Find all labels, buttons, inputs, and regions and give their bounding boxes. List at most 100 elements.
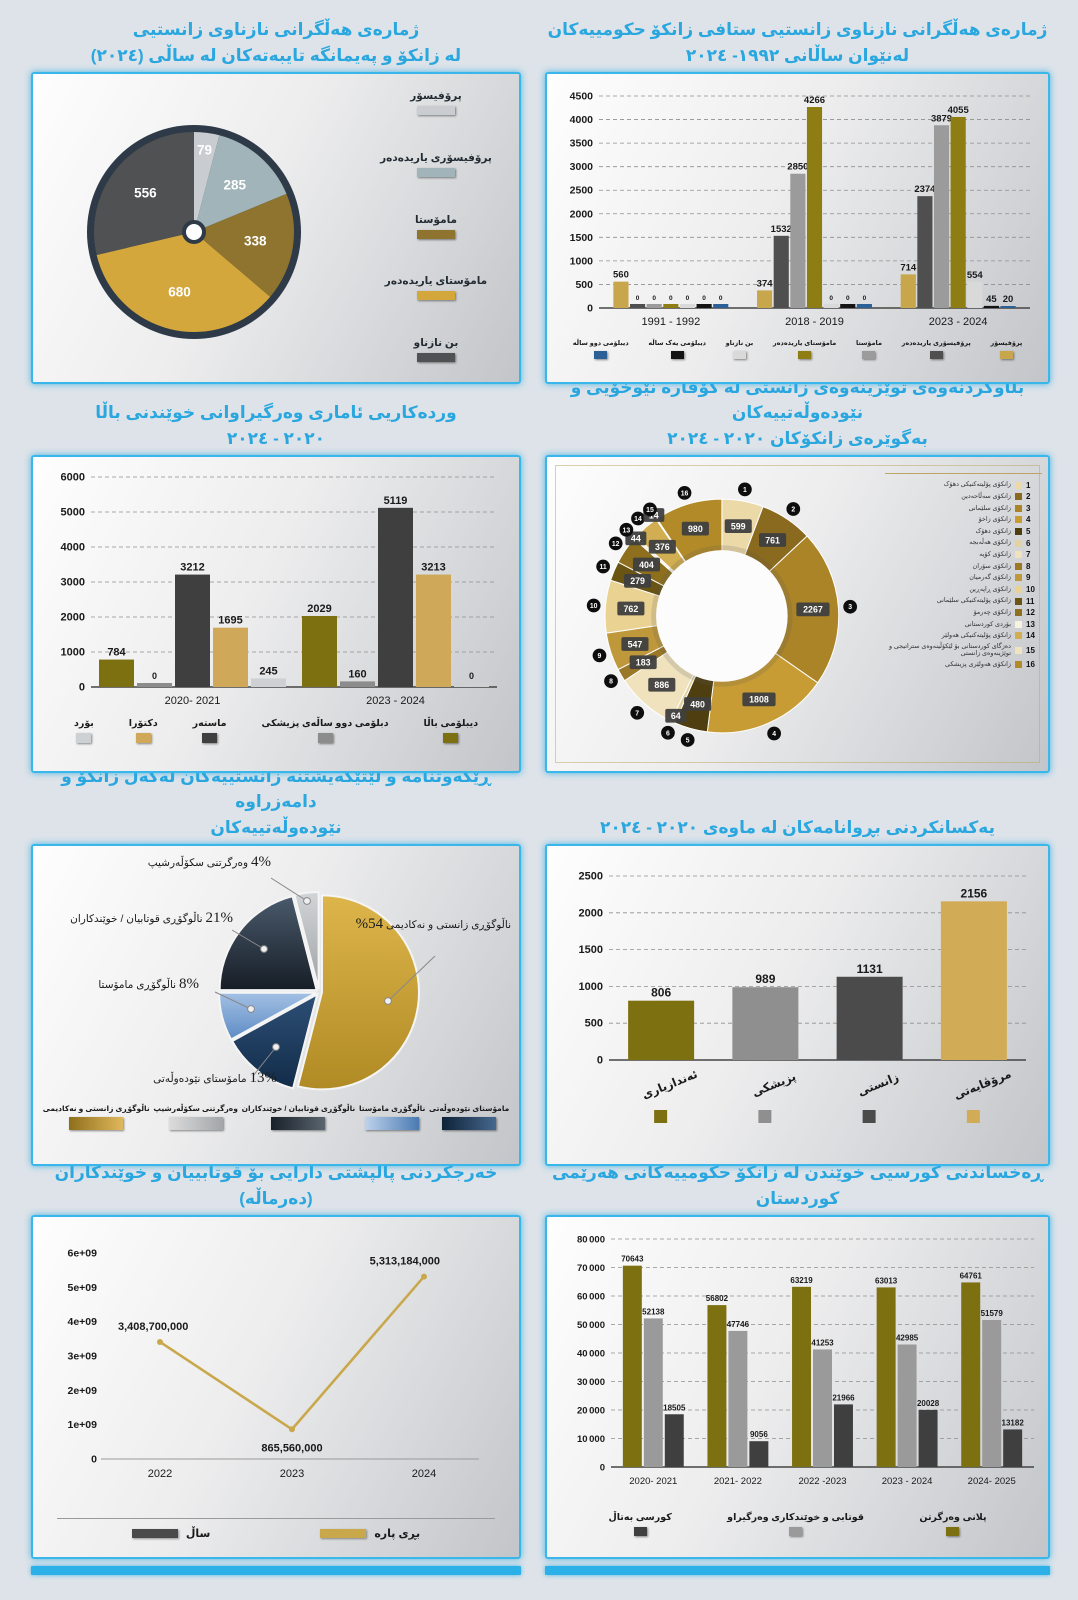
legend: پرۆفیسۆر پرۆفیسۆری یاریدەدەر مامۆستا مامۆست…: [553, 339, 1042, 359]
legend-item: پرۆفیسۆر: [990, 339, 1022, 359]
donut-index-badge: [608, 536, 623, 551]
legend-item: دیبلۆمی باڵا: [424, 718, 478, 743]
legend-swatch: [1015, 609, 1022, 617]
bar-value-label: 56802: [706, 1294, 729, 1303]
chart-title: وردەکاریی ئاماری وەرگیراوانی خوێندنی باڵ…: [95, 403, 457, 422]
legend-swatch: [69, 1117, 124, 1130]
legend-swatch: [1015, 661, 1022, 669]
bar-value-label: 0: [686, 295, 690, 302]
donut-index-number: 6: [666, 730, 670, 737]
y-tick-label: 1000: [570, 255, 594, 267]
slice-name: ناڵوگۆڕی مامۆستا: [98, 979, 179, 991]
legend-label: دەزگای کوردستانی بۆ لێکۆڵینەوەی ستراتیجی…: [888, 642, 1011, 658]
panel-title: خەرجکردنی پاڵپشتی دارایی بۆ قوتابییان و …: [31, 1163, 521, 1211]
bar-value-label: 2374: [914, 184, 936, 195]
x-category-label: 1991 - 1992: [641, 316, 700, 328]
legend-swatch: [417, 229, 455, 239]
chart-card-admissions: 0 1000 2000 3000 4000 5000 6000 784 0 3212 1695 245…: [31, 455, 521, 773]
y-tick-label: 3e+09: [68, 1351, 98, 1363]
bar-value-label: 63013: [875, 1276, 898, 1285]
legend-swatch: [1015, 562, 1022, 570]
pie-slice: [218, 991, 317, 1041]
legend-item: دیبلۆمی یەک ساڵە: [648, 339, 706, 359]
donut-value-label: 14: [649, 510, 659, 520]
donut-value-label: 547: [628, 639, 643, 649]
bar: [378, 507, 413, 687]
chart-card-gov-titles: 0 500 1000 1500 2000 2500 3000 3500 4000 4500 560 0…: [545, 72, 1050, 384]
legend-item: زانکۆی زاخۆ 4: [885, 515, 1040, 524]
donut-index-number: 16: [681, 490, 689, 497]
pie-slice: [230, 992, 319, 1090]
bar: [251, 678, 286, 687]
bar: [175, 574, 210, 687]
slice-name: ناڵوگۆڕی قوتابیان / خوێندکاران: [70, 913, 206, 925]
panel-title: بڵاوکردنەوەی توێژینەوەی زانستی لە گۆڤارە…: [545, 378, 1050, 451]
donut-index-badge: [631, 511, 645, 526]
donut-value-label: 183: [636, 658, 651, 668]
section-seats: ڕەخساندنی کورسیی خوێندن لە زانکۆ حکومییە…: [545, 1163, 1050, 1575]
legend-item: دبلۆمی دوو ساڵەی پزیشکی: [261, 718, 389, 743]
legend-index: 6: [1026, 538, 1031, 548]
bar: [950, 116, 966, 308]
pie-value-label: 338: [244, 234, 267, 249]
legend-label: زانکۆی پۆلیتەکنیکی دهۆک: [943, 481, 1011, 489]
callout-line: [270, 877, 308, 902]
bar-value-label: 1532: [771, 224, 792, 235]
bar-value-label: 41253: [811, 1338, 834, 1347]
panel-title: ڕێکەوتنامە و لێتێگەیشتنە زانستییەکان لەگ…: [31, 767, 521, 840]
y-tick-label: 10 000: [577, 1434, 605, 1445]
legend-label: زانکۆی سلێمانی: [968, 504, 1011, 512]
bar-value-label: 0: [719, 295, 723, 302]
legend-swatch: [929, 351, 943, 359]
y-tick-label: 30 000: [577, 1377, 605, 1388]
bar: [622, 1265, 642, 1467]
y-tick-label: 0: [600, 1463, 605, 1474]
bar-value-label: 0: [702, 295, 706, 302]
legend-item: ناڵوگۆڕی زانستی و نەکادیمی: [43, 1104, 150, 1130]
bar-value-label: 2029: [307, 603, 331, 615]
legend-swatch: [594, 351, 608, 359]
pie-value-label: 79: [197, 143, 212, 158]
legend-item: زانکۆی چەرمۆ 12: [885, 608, 1040, 617]
legend-label: زانکۆی سەڵاحەدین: [961, 493, 1011, 500]
section-agreements: ڕێکەوتنامە و لێتێگەیشتنە زانستییەکان لەگ…: [31, 767, 521, 1166]
donut-index-number: 11: [599, 564, 606, 571]
panel-title: ژمارەی هەڵگرانی نازناوی زانستیی لە زانکۆ…: [31, 10, 521, 68]
legend-item: کورسی بەتاڵ: [608, 1512, 672, 1536]
bar-chart-svg: 0500100015002000250030003500400045005600…: [570, 91, 1030, 328]
legend-swatch: [1015, 597, 1022, 605]
y-tick-label: 2000: [570, 208, 594, 220]
pie-slice: [194, 132, 220, 232]
bar: [99, 659, 134, 687]
chart-subtitle: ٢٠٢٠ - ٢٠٢٤: [226, 428, 326, 448]
legend-swatch: [1015, 504, 1022, 512]
bar: [749, 1441, 769, 1467]
donut-index-badge: [843, 599, 858, 614]
legend-swatch: [416, 106, 455, 115]
donut-index-badge: [586, 598, 601, 613]
bar-value-label: 63219: [790, 1276, 813, 1285]
bar: [836, 976, 903, 1060]
bar: [613, 281, 629, 308]
legend-item: ناڵوگۆڕی مامۆستا: [359, 1104, 425, 1130]
donut-index-number: 1: [743, 487, 747, 494]
legend-item: زانکۆی دهۆک 5: [885, 527, 1040, 536]
legend-swatch: [271, 1117, 326, 1130]
section-admissions: وردەکاریی ئاماری وەرگیراوانی خوێندنی باڵ…: [31, 393, 521, 773]
bar: [813, 1349, 832, 1467]
bar: [900, 274, 916, 308]
donut-chart-svg: 599 1 761 2 2267 3 1808 4 480 5 64 6 886 7 183 8 547 9 762…: [586, 482, 858, 747]
donut-value-box: [681, 521, 709, 536]
legend-swatch: [320, 1529, 367, 1538]
donut-value-label: 376: [655, 542, 670, 552]
bar: [917, 196, 933, 308]
legend: ساڵ بڕی پارە: [57, 1518, 495, 1540]
legend-index: 16: [1026, 660, 1035, 670]
x-category-label: زانستی: [856, 1072, 900, 1099]
footer-bar: [545, 1566, 1050, 1575]
bar: [628, 1000, 695, 1060]
bar-value-label: 3213: [421, 562, 445, 574]
bar-value-label: 245: [259, 665, 277, 677]
footer-bar: [31, 1566, 521, 1575]
legend-item: زانکۆی ڕاپەڕین 10: [885, 585, 1040, 594]
